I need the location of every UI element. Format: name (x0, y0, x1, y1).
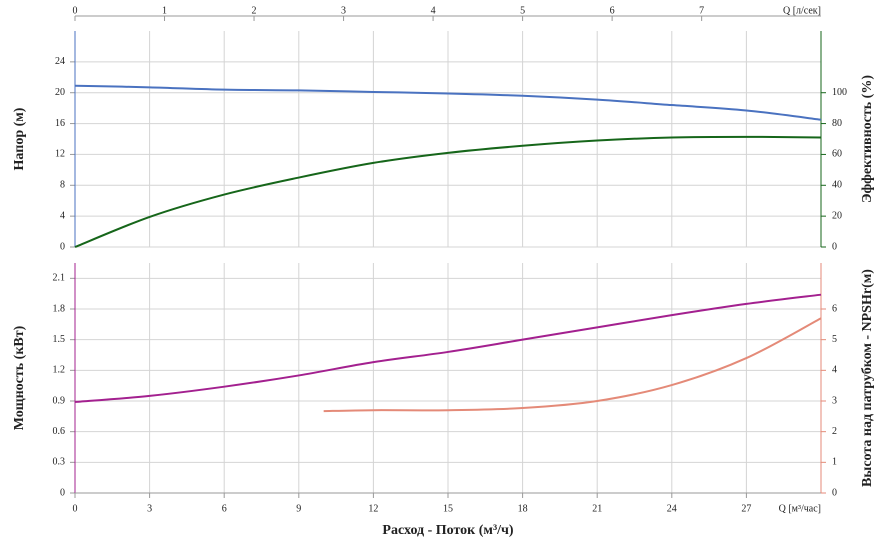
x-axis-title: Расход - Поток (м³/ч) (382, 523, 514, 538)
x-tick-label: 18 (518, 503, 528, 514)
y-tick-label: 1.5 (53, 334, 66, 345)
y2-tick-label: 3 (832, 395, 837, 406)
y2-tick-label: 2 (832, 426, 837, 437)
y2-tick-label: 6 (832, 303, 837, 314)
top-tick-label: 5 (520, 5, 525, 16)
x-tick-label: 21 (592, 503, 602, 514)
top-tick-label: 6 (610, 5, 615, 16)
y-tick-label: 1.8 (53, 303, 66, 314)
x-tick-label: 24 (667, 503, 677, 514)
x-tick-label: 15 (443, 503, 453, 514)
x-tick-label: 3 (147, 503, 152, 514)
y2-axis-title: Эффективность (%) (860, 75, 875, 203)
series-line (74, 293, 822, 404)
y-tick-label: 0.9 (53, 395, 66, 406)
top-axis-unit: Q [л/сек] (783, 5, 821, 16)
series-line (74, 84, 822, 121)
y-tick-label: 2.1 (53, 273, 66, 284)
top-tick-label: 0 (73, 5, 78, 16)
y-tick-label: 0 (60, 487, 65, 498)
y-tick-label: 20 (55, 87, 65, 98)
y-tick-label: 8 (60, 180, 65, 191)
y2-tick-label: 40 (832, 180, 842, 191)
y-tick-label: 16 (55, 118, 65, 129)
y-tick-label: 1.2 (53, 365, 66, 376)
y2-tick-label: 20 (832, 210, 842, 221)
y-tick-label: 0.6 (53, 426, 66, 437)
y2-tick-label: 80 (832, 118, 842, 129)
y2-tick-label: 4 (832, 365, 837, 376)
top-tick-label: 2 (252, 5, 257, 16)
x-tick-label: 27 (741, 503, 751, 514)
y2-tick-label: 0 (832, 487, 837, 498)
y2-tick-label: 60 (832, 149, 842, 160)
y-tick-label: 0.3 (53, 457, 66, 468)
x-tick-label: 6 (222, 503, 227, 514)
y-tick-label: 24 (55, 56, 65, 67)
top-tick-label: 3 (341, 5, 346, 16)
y-tick-label: 4 (60, 210, 65, 221)
series-line (74, 135, 822, 248)
y-axis-title: Мощность (кВт) (12, 325, 27, 430)
top-tick-label: 7 (699, 5, 704, 16)
y-tick-label: 12 (55, 149, 65, 160)
x-tick-label: 9 (296, 503, 301, 514)
x-tick-label: 0 (73, 503, 78, 514)
series-line (323, 317, 822, 413)
y2-axis-title: Высота над патрубком - NPSHr(м) (860, 269, 875, 487)
y2-tick-label: 0 (832, 241, 837, 252)
y-tick-label: 0 (60, 241, 65, 252)
x-axis-unit: Q [м³/час] (779, 503, 821, 514)
top-tick-label: 1 (162, 5, 167, 16)
top-tick-label: 4 (431, 5, 436, 16)
y2-tick-label: 1 (832, 457, 837, 468)
x-tick-label: 12 (368, 503, 378, 514)
y2-tick-label: 100 (832, 87, 847, 98)
y-axis-title: Напор (м) (12, 107, 27, 170)
y2-tick-label: 5 (832, 334, 837, 345)
